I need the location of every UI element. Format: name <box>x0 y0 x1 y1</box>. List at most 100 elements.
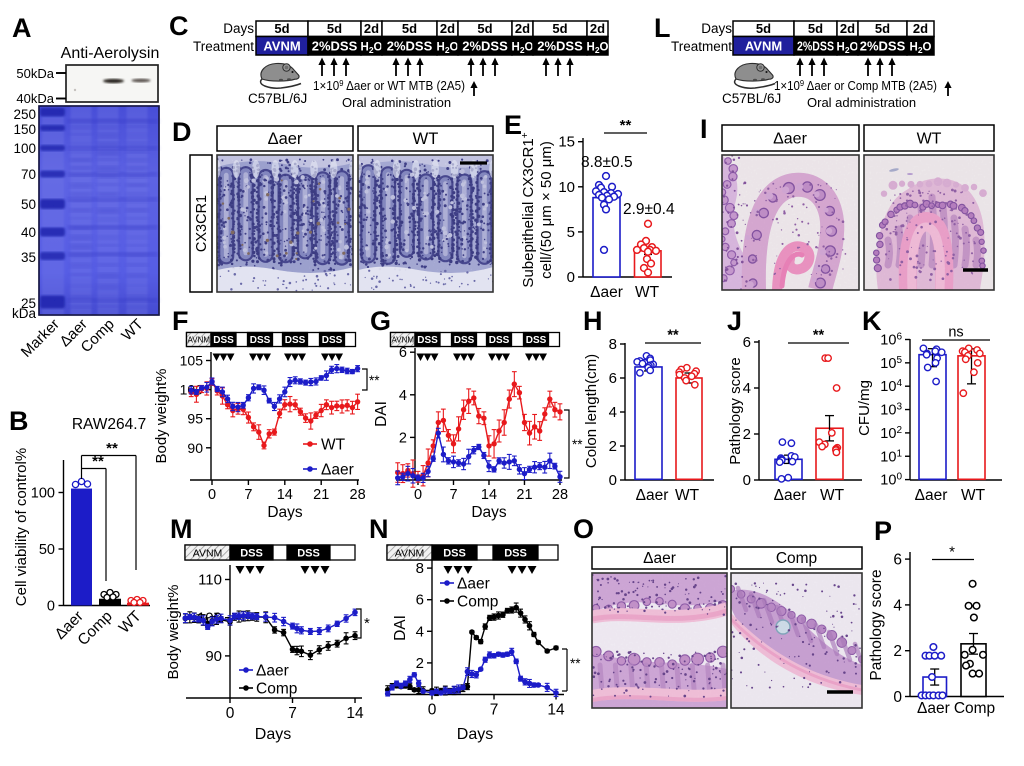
svg-text:Treatment: Treatment <box>193 39 254 54</box>
svg-text:2d: 2d <box>913 21 928 36</box>
svg-text:90: 90 <box>205 648 222 665</box>
svg-text:Oral administration: Oral administration <box>342 95 451 110</box>
svg-text:G: G <box>370 306 391 336</box>
svg-text:A: A <box>12 13 32 43</box>
svg-text:0: 0 <box>893 689 902 706</box>
svg-text:K: K <box>862 306 882 336</box>
svg-text:5d: 5d <box>477 21 492 36</box>
svg-text:D: D <box>172 117 192 147</box>
svg-text:DSS: DSS <box>489 335 510 346</box>
svg-text:2: 2 <box>416 655 424 672</box>
svg-text:cell/(50 μm × 50 μm): cell/(50 μm × 50 μm) <box>538 141 555 279</box>
svg-text:2.9±0.4: 2.9±0.4 <box>623 201 675 218</box>
svg-text:H2O: H2O <box>361 42 383 56</box>
svg-text:RAW264.7: RAW264.7 <box>72 416 146 433</box>
svg-text:7: 7 <box>288 705 297 722</box>
svg-text:**: ** <box>813 328 825 344</box>
svg-text:5d: 5d <box>875 21 890 36</box>
svg-text:**: ** <box>570 656 581 671</box>
svg-text:DSS: DSS <box>213 335 234 346</box>
svg-text:0: 0 <box>414 487 422 503</box>
svg-text:Δaer: Δaer <box>457 576 490 593</box>
svg-text:2%DSS: 2%DSS <box>860 39 906 54</box>
svg-text:7: 7 <box>244 487 252 503</box>
svg-text:2: 2 <box>743 426 751 443</box>
svg-text:DSS: DSS <box>417 335 438 346</box>
svg-text:4: 4 <box>609 404 617 421</box>
svg-text:105: 105 <box>180 353 204 369</box>
svg-text:**: ** <box>369 373 380 388</box>
svg-text:2: 2 <box>893 643 902 660</box>
svg-text:DSS: DSS <box>322 335 343 346</box>
svg-text:AVNM: AVNM <box>187 335 210 344</box>
svg-text:**: ** <box>620 117 632 134</box>
svg-text:6: 6 <box>609 370 617 387</box>
svg-text:DAI: DAI <box>373 401 390 427</box>
svg-text:CFU/mg: CFU/mg <box>856 380 873 436</box>
svg-text:CX3CR1: CX3CR1 <box>194 195 210 252</box>
svg-text:E: E <box>504 110 522 140</box>
svg-text:28: 28 <box>552 487 568 503</box>
svg-text:WT: WT <box>820 487 845 504</box>
svg-text:M: M <box>170 514 193 544</box>
svg-text:2%DSS: 2%DSS <box>797 39 834 54</box>
svg-text:DAI: DAI <box>392 615 409 641</box>
svg-text:B: B <box>9 406 29 436</box>
svg-text:2: 2 <box>399 430 407 446</box>
svg-text:150: 150 <box>13 122 36 137</box>
svg-text:14: 14 <box>481 487 497 503</box>
svg-text:WT: WT <box>321 437 346 454</box>
svg-text:8: 8 <box>609 336 617 353</box>
svg-text:L: L <box>654 13 671 43</box>
svg-text:Colon length(cm): Colon length(cm) <box>583 354 600 468</box>
svg-text:0: 0 <box>567 269 575 286</box>
svg-text:6: 6 <box>416 592 424 609</box>
svg-text:*: * <box>364 615 370 632</box>
svg-text:DSS: DSS <box>285 335 306 346</box>
svg-text:90: 90 <box>187 440 203 456</box>
svg-text:4: 4 <box>399 388 407 404</box>
svg-text:2d: 2d <box>515 21 530 36</box>
svg-text:4: 4 <box>743 380 751 397</box>
svg-text:50: 50 <box>39 542 55 558</box>
svg-text:4: 4 <box>416 623 424 640</box>
svg-text:DSS: DSS <box>526 335 547 346</box>
svg-text:Δaer: Δaer <box>321 462 354 479</box>
svg-text:DSS: DSS <box>454 335 475 346</box>
svg-text:100: 100 <box>13 141 36 156</box>
svg-text:110: 110 <box>198 572 222 589</box>
svg-text:40: 40 <box>21 225 36 240</box>
svg-text:8.8±0.5: 8.8±0.5 <box>581 154 633 171</box>
svg-text:H2O: H2O <box>512 42 534 56</box>
svg-text:WT: WT <box>675 487 700 504</box>
svg-text:Comp: Comp <box>954 700 995 717</box>
svg-text:**: ** <box>106 440 118 457</box>
svg-text:Days: Days <box>471 504 507 521</box>
svg-text:14: 14 <box>277 487 293 503</box>
svg-text:Body weight%: Body weight% <box>153 368 170 463</box>
svg-text:Days: Days <box>267 504 303 521</box>
svg-text:**: ** <box>667 328 679 344</box>
svg-text:2%DSS: 2%DSS <box>537 39 583 54</box>
svg-text:**: ** <box>92 453 104 470</box>
svg-text:25: 25 <box>21 296 36 311</box>
svg-text:ns: ns <box>948 325 963 341</box>
svg-text:kDa: kDa <box>12 306 36 321</box>
svg-text:Body weight%: Body weight% <box>165 584 182 679</box>
svg-text:0: 0 <box>226 705 235 722</box>
svg-text:2d: 2d <box>840 21 855 36</box>
svg-text:DSS: DSS <box>250 335 271 346</box>
svg-text:5d: 5d <box>402 21 417 36</box>
svg-text:Days: Days <box>223 21 254 36</box>
svg-text:Treatment: Treatment <box>671 39 732 54</box>
svg-text:15: 15 <box>558 134 575 151</box>
svg-text:P: P <box>874 516 892 546</box>
svg-text:AVNM: AVNM <box>193 547 223 559</box>
svg-text:H2O: H2O <box>910 42 932 56</box>
svg-text:I: I <box>700 114 708 144</box>
svg-text:5d: 5d <box>552 21 567 36</box>
svg-text:0: 0 <box>47 599 55 615</box>
svg-text:28: 28 <box>350 487 366 503</box>
svg-text:21: 21 <box>313 487 329 503</box>
svg-text:Δaer: Δaer <box>773 131 807 148</box>
